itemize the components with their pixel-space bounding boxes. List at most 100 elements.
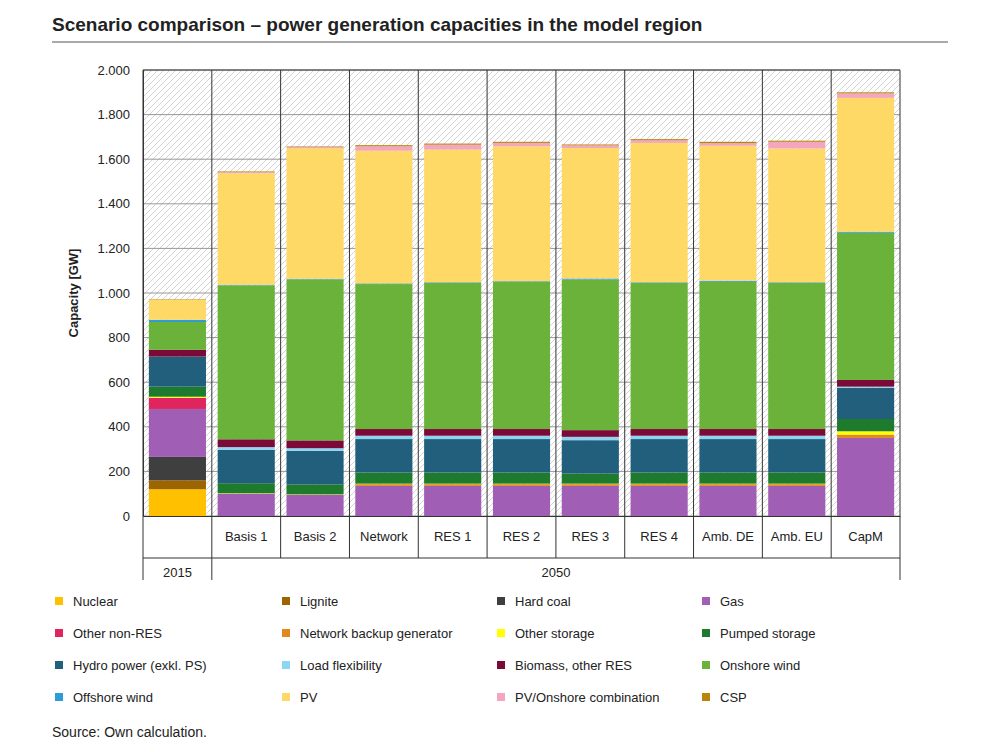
- tick-label: Basis 1: [225, 529, 268, 544]
- bar-segment: [218, 285, 275, 439]
- bar-segment: [562, 440, 619, 473]
- bar-segment: [631, 283, 688, 429]
- tick-label: 600: [108, 375, 130, 390]
- legend-item: PV: [282, 690, 318, 705]
- tick-label: Basis 2: [294, 529, 337, 544]
- separator: [555, 70, 556, 558]
- legend-item: Other non-RES: [55, 626, 162, 641]
- separator: [487, 70, 488, 558]
- bar-segment: [699, 146, 756, 281]
- tick: 2.000: [97, 63, 143, 78]
- series: [149, 457, 206, 480]
- y-axis-title: Capacity [GW]: [66, 249, 81, 338]
- bar-segment: [149, 387, 206, 397]
- bar-segment: [631, 486, 688, 516]
- tick: Network: [360, 516, 408, 544]
- bar-segment: [493, 143, 550, 146]
- legend: NuclearLigniteHard coalGasOther non-RESN…: [55, 594, 815, 705]
- bar-segment: [286, 147, 343, 148]
- tick: 200: [108, 464, 143, 479]
- legend-label: Hydro power (exkl. PS): [73, 658, 207, 673]
- legend-item: Hard coal: [497, 594, 571, 609]
- bar-segment: [837, 387, 894, 388]
- tick: RES 4: [640, 516, 678, 544]
- bar-segment: [837, 232, 894, 233]
- bar-segment: [286, 146, 343, 148]
- bar-segment: [562, 430, 619, 437]
- bar-segment: [699, 484, 756, 486]
- bar-segment: [149, 322, 206, 350]
- bar-segment: [286, 495, 343, 516]
- separator: [211, 70, 212, 580]
- group-label: 2015: [163, 565, 192, 580]
- bar-segment: [768, 439, 825, 472]
- bar-segment: [493, 439, 550, 472]
- bar-segment: [699, 143, 756, 146]
- separator: [418, 70, 419, 558]
- tick-label: 2.000: [97, 63, 130, 78]
- tick: RES 3: [572, 516, 610, 544]
- bar-segment: [562, 279, 619, 280]
- bar-segment: [562, 148, 619, 278]
- bar-segment: [424, 486, 481, 516]
- bar-segment: [355, 146, 412, 150]
- bar-segment: [355, 486, 412, 516]
- bar-segment: [837, 435, 894, 438]
- bar-segment: [562, 484, 619, 486]
- bar-segment: [631, 140, 688, 143]
- bar-segment: [768, 429, 825, 436]
- separator: [143, 70, 144, 580]
- legend-item: Gas: [702, 594, 744, 609]
- bar-segment: [837, 380, 894, 387]
- bar-segment: [355, 145, 412, 146]
- tick-label: CapM: [848, 529, 883, 544]
- axis-line: [143, 71, 144, 517]
- bar-segment: [355, 439, 412, 472]
- bar-segment: [149, 397, 206, 398]
- bar-segment: [493, 486, 550, 516]
- bar-segment: [562, 486, 619, 516]
- tick-label: 1.600: [97, 152, 130, 167]
- tick-label: RES 4: [640, 529, 678, 544]
- bar-segment: [562, 474, 619, 484]
- separator: [624, 70, 625, 558]
- bar-segment: [218, 171, 275, 173]
- bar-segment: [699, 473, 756, 484]
- tick: 0: [123, 509, 143, 524]
- y-axis: 02004006008001.0001.2001.4001.6001.8002.…: [97, 63, 143, 524]
- legend-label: Other storage: [515, 626, 595, 641]
- bar-segment: [493, 429, 550, 436]
- series: [149, 489, 206, 516]
- x-axis: Basis 1Basis 2NetworkRES 1RES 2RES 3RES …: [144, 516, 901, 544]
- bar-segment: [149, 398, 206, 409]
- tick: RES 2: [503, 516, 541, 544]
- bar-segment: [424, 436, 481, 439]
- separator: [762, 70, 763, 558]
- bar-segment: [424, 150, 481, 283]
- legend-swatch: [702, 661, 710, 669]
- tick-label: RES 3: [572, 529, 610, 544]
- legend-swatch: [55, 661, 63, 669]
- legend-label: Load flexibility: [300, 658, 382, 673]
- legend-swatch: [282, 597, 290, 605]
- bar-segment: [837, 431, 894, 434]
- legend-swatch: [282, 661, 290, 669]
- bar-segment: [355, 484, 412, 486]
- legend-item: Network backup generator: [282, 626, 453, 641]
- tick: Amb. DE: [702, 516, 754, 544]
- legend-swatch: [497, 693, 505, 701]
- legend-item: Load flexibility: [282, 658, 382, 673]
- bar-segment: [218, 172, 275, 173]
- bar-segment: [699, 142, 756, 143]
- tick: 400: [108, 419, 143, 434]
- legend-label: Lignite: [300, 594, 338, 609]
- legend-label: Offshore wind: [73, 690, 153, 705]
- tick: 1.600: [97, 152, 143, 167]
- bar-segment: [218, 494, 275, 516]
- bar-segment: [149, 489, 206, 516]
- legend-swatch: [282, 693, 290, 701]
- legend-swatch: [55, 597, 63, 605]
- legend-swatch: [497, 597, 505, 605]
- legend-item: Onshore wind: [702, 658, 800, 673]
- bars: [149, 92, 894, 516]
